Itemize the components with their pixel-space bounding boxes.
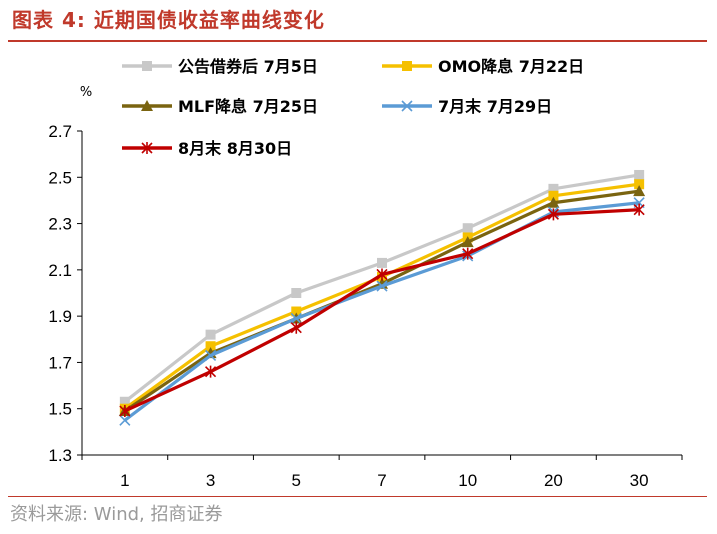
series-line [123, 189, 640, 413]
square-marker [548, 190, 559, 201]
legend-item: OMO降息 7月22日 [382, 57, 584, 76]
y-tick-label: 2.7 [48, 122, 72, 141]
x-tick-label: 3 [206, 471, 215, 490]
x-marker [401, 100, 413, 112]
square-marker [548, 183, 559, 194]
x-tick-label: 1 [120, 471, 129, 490]
triangle-marker [547, 196, 560, 208]
star-marker [547, 208, 559, 221]
star-marker [205, 365, 217, 378]
y-tick-label: 2.5 [48, 168, 72, 187]
square-marker [634, 179, 645, 190]
square-marker [402, 61, 412, 71]
x-tick-label: 20 [544, 471, 563, 490]
title-divider [8, 40, 707, 42]
legend-label: OMO降息 7月22日 [438, 57, 584, 76]
y-tick-label: 1.3 [48, 446, 72, 465]
triangle-marker [633, 185, 646, 197]
x-marker [119, 414, 131, 426]
star-marker [633, 203, 645, 216]
square-marker [291, 288, 302, 298]
legend: 公告借券后 7月5日 OMO降息 7月22日 MLF降息 7月25日 7月末 7月29… [122, 57, 584, 158]
star-marker [462, 247, 474, 260]
legend-label: 8月末 8月30日 [178, 139, 292, 158]
square-marker [205, 329, 216, 340]
square-marker [205, 341, 216, 352]
x-tick-label: 7 [377, 471, 386, 490]
series-4 [119, 203, 645, 418]
x-tick-label: 5 [292, 471, 301, 490]
triangle-marker [141, 100, 153, 111]
square-marker [634, 169, 645, 180]
y-axis-unit-label: % [80, 85, 92, 100]
x-marker [290, 312, 302, 325]
source-note: 资料来源: Wind, 招商证券 [10, 504, 223, 525]
star-marker [376, 268, 388, 281]
figure-title: 图表 4: 近期国债收益率曲线变化 [12, 8, 325, 32]
triangle-marker [461, 236, 474, 248]
legend-item: MLF降息 7月25日 [122, 97, 318, 116]
legend-label: MLF降息 7月25日 [178, 97, 318, 116]
series-line [124, 208, 640, 413]
series-line [123, 201, 640, 422]
y-tick-label: 1.5 [48, 400, 72, 419]
series-layer [118, 169, 646, 426]
star-marker [119, 405, 131, 418]
square-marker [119, 396, 130, 407]
series-2 [118, 185, 646, 417]
x-marker [376, 280, 388, 292]
square-marker [462, 223, 473, 234]
star-marker [290, 321, 302, 334]
legend-label: 7月末 7月29日 [438, 97, 552, 116]
series-3 [119, 197, 645, 426]
square-marker [377, 257, 387, 268]
star-marker [141, 142, 153, 154]
x-tick-label: 10 [458, 471, 477, 490]
legend-item: 7月末 7月29日 [382, 97, 552, 116]
y-tick-label: 2.1 [48, 261, 72, 280]
x-marker [205, 349, 217, 362]
x-tick-label: 30 [630, 471, 649, 490]
y-tick-label: 2.3 [48, 215, 72, 234]
y-tick-label: 1.7 [48, 353, 72, 372]
axes: 1.3 1.5 1.7 1.9 2.1 2.3 2.5 2.7 1 3 5 7 10 20 30 [48, 122, 683, 490]
legend-label: 公告借券后 7月5日 [178, 57, 318, 76]
square-marker [291, 306, 302, 317]
square-marker [142, 61, 152, 71]
y-tick-label: 1.9 [48, 307, 72, 326]
legend-item: 公告借券后 7月5日 [122, 57, 318, 76]
footer-divider [8, 496, 707, 497]
legend-item: 8月末 8月30日 [122, 139, 292, 158]
series-0 [119, 169, 645, 407]
